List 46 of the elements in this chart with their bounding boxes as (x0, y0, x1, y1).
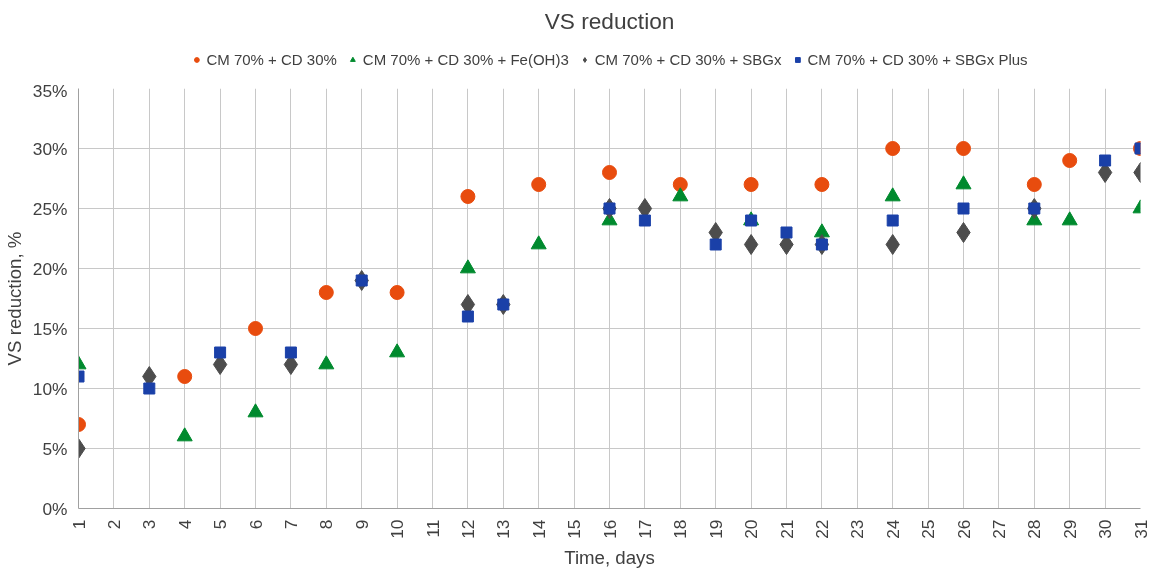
x-tick-label: 24 (882, 519, 903, 539)
x-tick-label: 8 (316, 519, 337, 530)
y-tick-label: 0% (42, 498, 68, 519)
x-tick-label: 2 (103, 519, 124, 530)
x-tick-label: 16 (599, 519, 620, 539)
x-tick-label: 1 (68, 519, 89, 530)
legend-label: CM 70% + CD 30% + Fe(OH)3 (362, 50, 569, 68)
y-tick-label: 25% (32, 198, 68, 219)
x-tick-label: 27 (988, 519, 1009, 539)
x-tick-label: 3 (139, 519, 160, 530)
legend-label: CM 70% + CD 30% + SBGx Plus (807, 50, 1028, 68)
legend-label: CM 70% + CD 30% (206, 50, 337, 68)
y-tick-label: 10% (32, 378, 68, 399)
y-tick-label: 5% (42, 438, 68, 459)
x-tick-label: 25 (918, 519, 939, 539)
y-axis-title: VS reduction, % (3, 231, 25, 366)
x-tick-label: 5 (210, 519, 231, 530)
x-tick-label: 19 (705, 519, 726, 539)
x-tick-label: 28 (1024, 519, 1045, 539)
x-tick-label: 26 (953, 519, 974, 539)
x-tick-label: 18 (670, 519, 691, 539)
x-tick-label: 12 (457, 519, 478, 539)
x-tick-label: 7 (280, 519, 301, 530)
x-axis-title: Time, days (564, 546, 655, 568)
x-tick-label: 9 (351, 519, 372, 530)
chart-title: VS reduction (544, 7, 675, 34)
x-tick-label: 10 (387, 519, 408, 539)
y-tick-label: 15% (32, 318, 68, 339)
legend-label: CM 70% + CD 30% + SBGx (594, 50, 782, 68)
x-tick-label: 23 (847, 519, 868, 539)
x-tick-label: 17 (634, 519, 655, 539)
x-tick-label: 14 (528, 519, 549, 539)
y-tick-label: 30% (32, 138, 68, 159)
x-tick-label: 4 (174, 519, 195, 530)
x-tick-label: 15 (564, 519, 585, 539)
x-tick-label: 6 (245, 519, 266, 530)
x-tick-label: 11 (422, 519, 443, 538)
x-tick-label: 21 (776, 519, 797, 539)
x-tick-label: 22 (811, 519, 832, 539)
x-tick-label: 13 (493, 519, 514, 539)
x-tick-label: 30 (1095, 519, 1116, 539)
x-tick-label: 20 (741, 519, 762, 539)
y-tick-label: 35% (32, 80, 68, 101)
y-tick-label: 20% (32, 258, 68, 279)
x-tick-label: 29 (1059, 519, 1080, 539)
x-tick-label: 31 (1130, 519, 1151, 539)
